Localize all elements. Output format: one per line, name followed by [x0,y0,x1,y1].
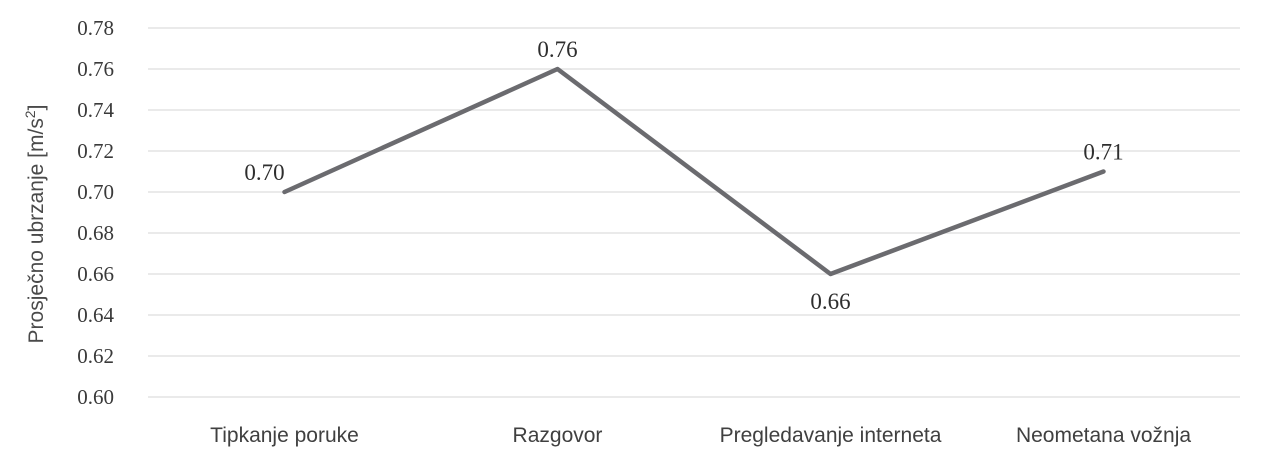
y-axis-title: Prosječno ubrzanje [m/s2] [22,105,48,344]
y-axis-ticks: 0.60 0.62 0.64 0.66 0.68 0.70 0.72 0.74 0.76 0.78 [77,16,114,409]
data-label: 0.76 [537,37,577,62]
x-axis-ticks: Tipkanje poruke Razgovor Pregledavanje int… [210,424,1191,447]
data-label: 0.66 [810,289,850,314]
y-tick-label: 0.66 [77,262,114,286]
data-label: 0.71 [1083,140,1123,165]
y-tick-label: 0.60 [77,385,114,409]
y-tick-label: 0.70 [77,180,114,204]
y-axis-title-suffix: ] [25,105,48,111]
x-tick-label: Pregledavanje interneta [720,424,942,447]
gridlines [148,27,1240,398]
x-tick-label: Razgovor [513,424,603,447]
data-labels: 0.70 0.76 0.66 0.71 [244,37,1123,314]
y-tick-label: 0.74 [77,98,114,122]
series-line [282,66,1106,277]
y-axis-title-text: Prosječno ubrzanje [m/s [25,118,48,343]
y-tick-label: 0.78 [77,16,114,40]
data-label: 0.70 [244,160,284,185]
x-tick-label: Neometana vožnja [1016,424,1191,447]
y-axis-title-sup: 2 [22,110,38,118]
y-tick-label: 0.62 [77,344,114,368]
y-tick-label: 0.64 [77,303,114,327]
y-tick-label: 0.76 [77,57,114,81]
y-tick-label: 0.72 [77,139,114,163]
x-tick-label: Tipkanje poruke [210,424,359,447]
y-tick-label: 0.68 [77,221,114,245]
